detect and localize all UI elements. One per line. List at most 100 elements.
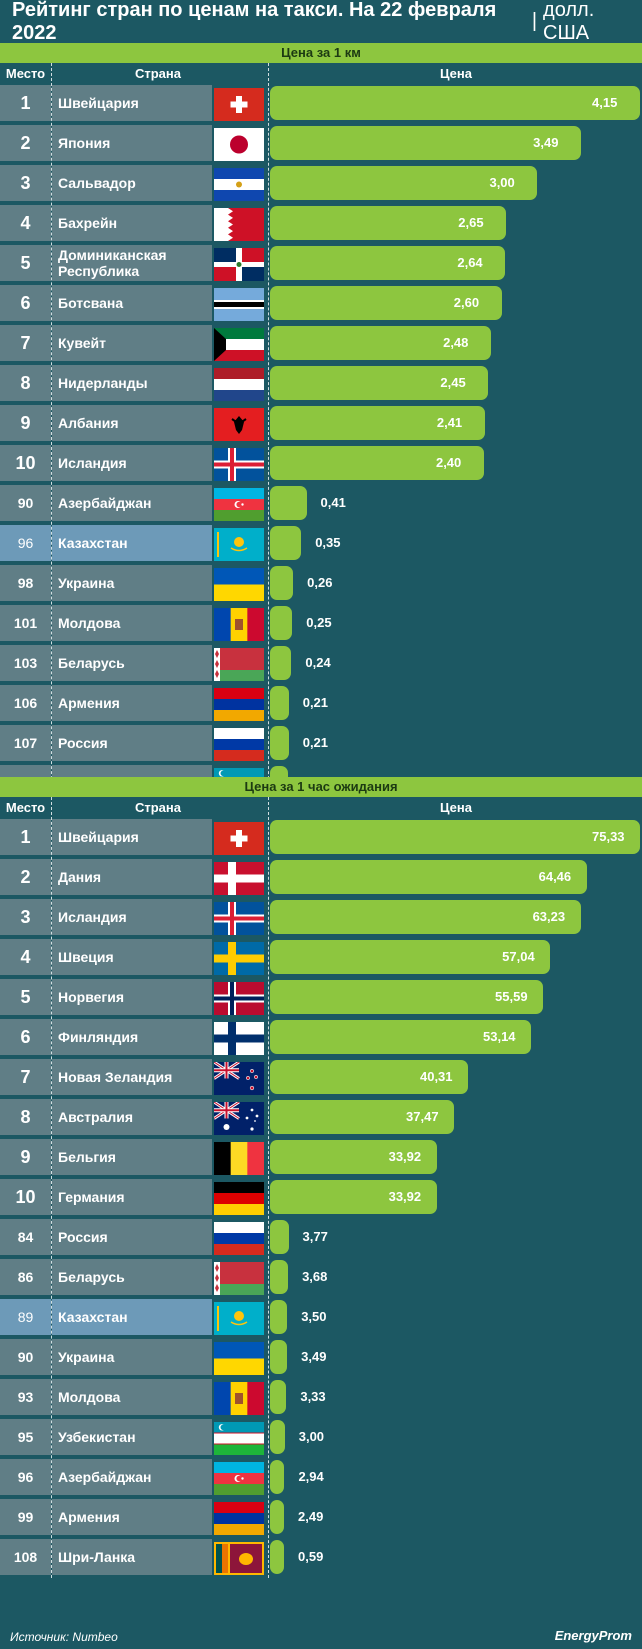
table-row: 3 Сальвадор 3,00 (0, 164, 642, 204)
title-unit: долл. США (543, 0, 595, 44)
column-divider (51, 797, 52, 1578)
country-cell: Швеция (52, 939, 212, 975)
country-cell: Албания (52, 405, 212, 441)
column-divider (51, 63, 52, 804)
value-label: 3,00 (489, 175, 515, 190)
country-cell: Беларусь (52, 645, 212, 681)
country-cell: Казахстан (52, 1299, 212, 1335)
header-country: Страна (134, 66, 181, 81)
country-cell: Азербайджан (52, 1459, 212, 1495)
table-row: 98 Украина 0,26 (0, 564, 642, 604)
table-row: 9 Албания 2,41 (0, 404, 642, 444)
sri-lanka-flag-icon (214, 1542, 264, 1575)
value-bar (270, 406, 485, 440)
azerbaijan-flag-icon (214, 488, 264, 521)
rank-cell: 101 (0, 605, 51, 641)
kazakhstan-flag-icon (214, 1302, 264, 1335)
rank-cell: 7 (0, 1059, 51, 1095)
russia-flag-icon (214, 728, 264, 761)
value-label: 33,92 (388, 1149, 422, 1164)
source-note: Источник: Numbeo (10, 1630, 118, 1644)
country-cell: Азербайджан (52, 485, 212, 521)
rank-cell: 4 (0, 939, 51, 975)
rank-cell: 1 (0, 85, 51, 121)
rank-cell: 107 (0, 725, 51, 761)
country-cell: Япония (52, 125, 212, 161)
value-bar (270, 900, 581, 934)
table-row: 108 Шри-Ланка 0,59 (0, 1538, 642, 1578)
value-bar (270, 1100, 455, 1134)
rank-cell: 95 (0, 1419, 51, 1455)
dominican-republic-flag-icon (214, 248, 264, 281)
table-row: 89 Казахстан 3,50 (0, 1298, 642, 1338)
country-cell: Шри-Ланка (52, 1539, 212, 1575)
value-bar (270, 1460, 285, 1494)
title-separator: | (531, 10, 538, 32)
country-cell: Украина (52, 565, 212, 601)
rank-cell: 8 (0, 365, 51, 401)
section-title-1: Цена за 1 км (0, 43, 642, 63)
value-bar (270, 1380, 287, 1414)
value-bar (270, 1180, 437, 1214)
value-label: 3,49 (301, 1349, 327, 1364)
country-cell: Доминиканская Республика (52, 245, 212, 281)
rank-cell: 98 (0, 565, 51, 601)
value-label: 0,35 (315, 535, 341, 550)
rank-cell: 90 (0, 1339, 51, 1375)
table-row: 99 Армения 2,49 (0, 1498, 642, 1538)
finland-flag-icon (214, 1022, 264, 1055)
value-bar (270, 606, 293, 640)
moldova-flag-icon (214, 608, 264, 641)
value-label: 3,33 (300, 1389, 326, 1404)
value-label: 0,21 (302, 735, 329, 750)
section-title-2: Цена за 1 час ожидания (0, 777, 642, 797)
header-price: Цена (440, 800, 472, 815)
value-bar (270, 1140, 437, 1174)
value-label: 3,00 (298, 1429, 325, 1444)
column-divider (268, 63, 269, 804)
country-cell: Швейцария (52, 85, 212, 121)
value-label: 2,48 (443, 335, 469, 350)
value-label: 2,49 (298, 1509, 324, 1524)
value-label: 0,41 (320, 495, 346, 510)
value-label: 53,14 (483, 1029, 516, 1044)
country-cell: Бельгия (52, 1139, 212, 1175)
value-label: 3,77 (302, 1229, 328, 1244)
value-label: 75,33 (592, 829, 625, 844)
table-row: 2 Дания 64,46 (0, 858, 642, 898)
brand-logo: EnergyProm (554, 1628, 632, 1643)
value-bar (270, 980, 544, 1014)
table-row: 106 Армения 0,21 (0, 684, 642, 724)
rank-cell: 5 (0, 979, 51, 1015)
table-row: 101 Молдова 0,25 (0, 604, 642, 644)
iceland-flag-icon (214, 448, 264, 481)
value-bar (270, 366, 489, 400)
value-bar (270, 1020, 531, 1054)
rank-cell: 9 (0, 405, 51, 441)
country-cell: Норвегия (52, 979, 212, 1015)
country-cell: Австралия (52, 1099, 212, 1135)
table-row: 90 Азербайджан 0,41 (0, 484, 642, 524)
value-label: 4,15 (592, 95, 618, 110)
country-cell: Молдова (52, 605, 212, 641)
rank-cell: 99 (0, 1499, 51, 1535)
rank-cell: 2 (0, 125, 51, 161)
value-label: 2,65 (458, 215, 484, 230)
table-row: 96 Азербайджан 2,94 (0, 1458, 642, 1498)
column-divider (268, 797, 269, 1578)
value-label: 57,04 (502, 949, 535, 964)
value-bar (270, 446, 484, 480)
table-row: 10 Исландия 2,40 (0, 444, 642, 484)
value-bar (270, 126, 582, 160)
bahrain-flag-icon (214, 208, 264, 241)
value-bar (270, 820, 640, 854)
column-headers-2: Место Страна Цена (0, 797, 642, 818)
value-bar (270, 86, 640, 120)
rank-cell: 3 (0, 165, 51, 201)
value-bar (270, 326, 492, 360)
value-bar (270, 206, 507, 240)
country-cell: Беларусь (52, 1259, 212, 1295)
rank-cell: 2 (0, 859, 51, 895)
table-row: 1 Швейцария 75,33 (0, 818, 642, 858)
value-bar (270, 166, 538, 200)
